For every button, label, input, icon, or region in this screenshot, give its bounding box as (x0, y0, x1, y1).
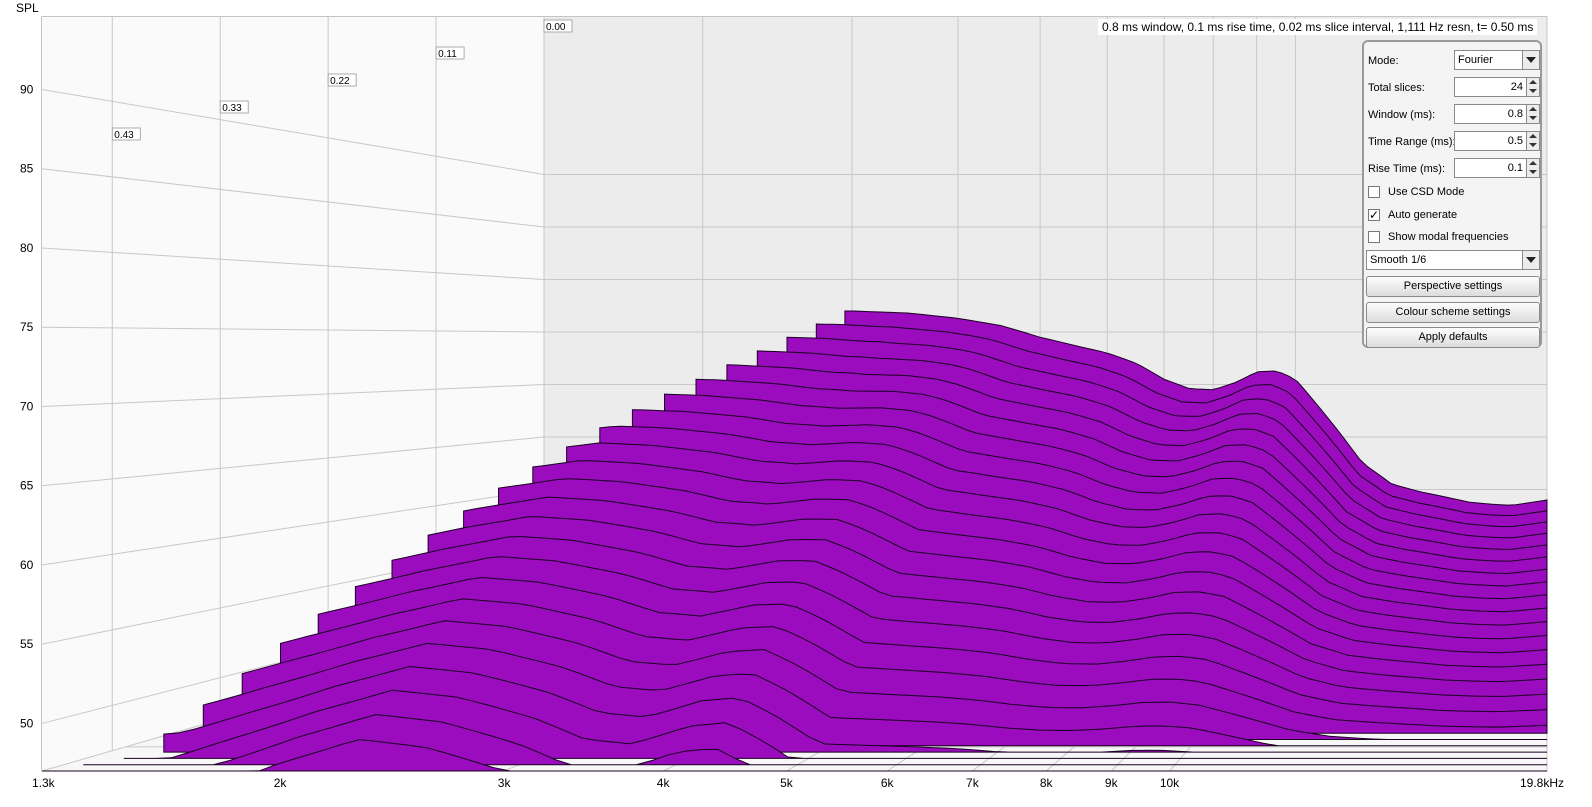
smoothing-value: Smooth 1/6 (1370, 254, 1427, 266)
spinner-buttons[interactable] (1526, 78, 1539, 96)
smoothing-select[interactable]: Smooth 1/6 (1366, 250, 1540, 270)
time-range-label: Time Range (ms): (1368, 136, 1456, 148)
window-value: 0.8 (1507, 108, 1523, 120)
spl-gridline-side (41, 88, 545, 175)
time-range-spinner[interactable]: 0.5 (1454, 131, 1540, 151)
use-csd-row[interactable]: Use CSD Mode (1368, 184, 1540, 202)
mode-row: Mode: Fourier (1368, 50, 1540, 72)
time-label-box (435, 46, 465, 60)
time-label-box (219, 100, 249, 114)
show-modal-checkbox[interactable] (1368, 231, 1380, 243)
y-tick-label: 55 (20, 637, 34, 651)
perspective-settings-button[interactable]: Perspective settings (1366, 276, 1540, 297)
spl-gridline-side (41, 168, 545, 228)
waterfall-slice (42, 739, 1547, 772)
y-axis-label: SPL (16, 1, 39, 15)
apply-defaults-button[interactable]: Apply defaults (1366, 327, 1540, 348)
chevron-down-icon[interactable] (1522, 251, 1539, 269)
x-tick-label: 2k (274, 776, 288, 790)
spl-gridline-side (41, 384, 545, 407)
spinner-buttons[interactable] (1526, 132, 1539, 150)
mode-select[interactable]: Fourier (1454, 50, 1540, 70)
spl-gridline-side (41, 489, 545, 566)
total-slices-value: 24 (1510, 81, 1523, 93)
time-tick-label: 0.11 (435, 46, 465, 60)
spin-down-icon[interactable] (1529, 116, 1537, 120)
x-tick-label: 3k (498, 776, 512, 790)
spinner-buttons[interactable] (1526, 159, 1539, 177)
show-modal-label: Show modal frequencies (1388, 231, 1509, 243)
auto-generate-row[interactable]: ✓ Auto generate (1368, 207, 1540, 225)
spl-gridline-side (41, 247, 545, 280)
x-tick-label: 19.8kHz (1520, 776, 1564, 790)
x-tick-label: 9k (1105, 776, 1119, 790)
window-spinner[interactable]: 0.8 (1454, 104, 1540, 124)
window-row: Window (ms): 0.8 (1368, 104, 1540, 126)
time-tick-label: 0.00 (543, 19, 573, 33)
time-label-box (327, 73, 357, 87)
time-range-row: Time Range (ms): 0.5 (1368, 131, 1540, 153)
x-tick-label: 6k (881, 776, 895, 790)
rise-time-spinner[interactable]: 0.1 (1454, 158, 1540, 178)
waterfall-slice (83, 714, 1547, 766)
spl-gridline-side (41, 326, 545, 333)
y-tick-label: 70 (20, 399, 34, 413)
x-tick-label: 10k (1160, 776, 1180, 790)
time-range-value: 0.5 (1507, 135, 1523, 147)
spl-gridline-side (41, 436, 545, 487)
spin-up-icon[interactable] (1529, 161, 1537, 165)
spin-down-icon[interactable] (1529, 89, 1537, 93)
time-label-text: 0.43 (114, 130, 134, 141)
rise-time-value: 0.1 (1507, 162, 1523, 174)
time-label-text: 0.22 (330, 76, 350, 87)
spinner-buttons[interactable] (1526, 105, 1539, 123)
y-tick-label: 80 (20, 241, 34, 255)
use-csd-checkbox[interactable] (1368, 186, 1380, 198)
rise-time-label: Rise Time (ms): (1368, 163, 1445, 175)
axis-layer: 50 55 60 65 70 75 80 85 90 0.00 0.11 0.22 0.33 0.43 1.… (16, 1, 1564, 790)
time-label-box (543, 19, 573, 33)
colour-scheme-settings-button[interactable]: Colour scheme settings (1366, 302, 1540, 323)
total-slices-row: Total slices: 24 (1368, 77, 1540, 99)
window-label: Window (ms): (1368, 109, 1436, 121)
auto-generate-label: Auto generate (1388, 209, 1458, 221)
use-csd-label: Use CSD Mode (1388, 186, 1465, 198)
x-tick-label: 1.3k (32, 776, 56, 790)
y-tick-label: 85 (20, 162, 34, 176)
mode-label: Mode: (1368, 55, 1399, 67)
y-tick-label: 60 (20, 558, 34, 572)
auto-generate-checkbox[interactable]: ✓ (1368, 208, 1380, 222)
time-tick-label: 0.33 (219, 100, 249, 114)
spin-up-icon[interactable] (1529, 134, 1537, 138)
x-tick-label: 4k (657, 776, 671, 790)
spin-down-icon[interactable] (1529, 170, 1537, 174)
total-slices-spinner[interactable]: 24 (1454, 77, 1540, 97)
mode-value: Fourier (1458, 54, 1493, 66)
time-label-text: 0.00 (546, 22, 566, 33)
time-label-text: 0.11 (438, 49, 457, 60)
info-bar: 0.8 ms window, 0.1 ms rise time, 0.02 ms… (1098, 19, 1538, 35)
spin-down-icon[interactable] (1529, 143, 1537, 147)
chevron-down-icon[interactable] (1522, 51, 1539, 69)
rise-time-row: Rise Time (ms): 0.1 (1368, 158, 1540, 180)
x-tick-label: 8k (1040, 776, 1054, 790)
y-tick-label: 50 (20, 716, 34, 730)
slices-layer (42, 310, 1548, 772)
settings-panel: Mode: Fourier Total slices: 24 Window (m… (1362, 40, 1542, 348)
time-tick-label: 0.22 (327, 73, 357, 87)
total-slices-label: Total slices: (1368, 82, 1425, 94)
x-tick-label: 5k (780, 776, 794, 790)
show-modal-row[interactable]: Show modal frequencies (1368, 229, 1540, 247)
time-label-box (111, 127, 141, 141)
x-tick-label: 7k (966, 776, 980, 790)
spin-up-icon[interactable] (1529, 80, 1537, 84)
y-tick-label: 75 (20, 320, 34, 334)
time-tick-label: 0.43 (111, 127, 141, 141)
spin-up-icon[interactable] (1529, 107, 1537, 111)
time-label-text: 0.33 (222, 103, 242, 114)
y-tick-label: 65 (20, 479, 34, 493)
y-tick-label: 90 (20, 82, 34, 96)
